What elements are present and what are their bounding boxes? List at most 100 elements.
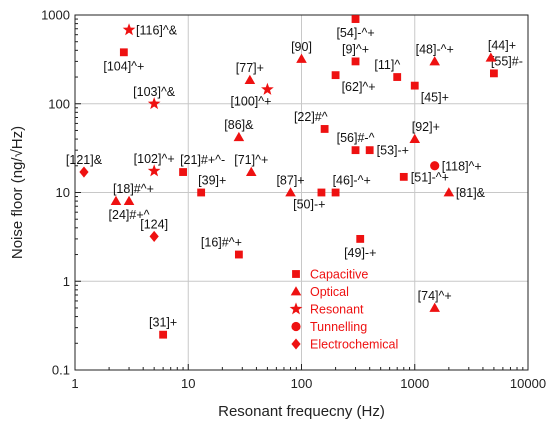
- legend-entry: Tunnelling: [291, 320, 367, 334]
- data-point: [261, 82, 274, 95]
- data-point: [331, 188, 340, 197]
- data-point-label: [56]#-^: [337, 131, 375, 145]
- data-point: [430, 161, 440, 171]
- data-point-label: [44]+: [488, 39, 516, 53]
- legend-marker: [292, 270, 300, 278]
- x-tick-label: 10: [181, 376, 195, 391]
- data-point-label: [18]#^+: [113, 182, 154, 196]
- legend-marker: [290, 286, 302, 296]
- legend-label: Capacitive: [310, 268, 368, 282]
- data-point-label: [92]+: [412, 120, 440, 134]
- legend-label: Resonant: [310, 303, 364, 317]
- series-electrochemical: [121]& [124]: [66, 153, 168, 242]
- data-point-label: [102]^+: [134, 152, 175, 166]
- legend: Capacitive Optical Resonant Tunnelling Elect…: [289, 268, 398, 352]
- data-point: [119, 48, 128, 57]
- legend-label: Tunnelling: [310, 320, 367, 334]
- data-point-label: [87]+: [276, 174, 304, 188]
- data-points: [104]^+ [54]-^+ [9]^+ [62]^+ [11]^ [45]+ [55]#…: [66, 15, 523, 339]
- data-point-label: [16]#^+: [201, 236, 242, 250]
- legend-entry: Optical: [290, 285, 349, 299]
- data-point-label: [54]-^+: [336, 26, 374, 40]
- data-point: [285, 187, 296, 197]
- data-point: [351, 146, 360, 155]
- data-point-label: [124]: [140, 217, 168, 231]
- data-point-label: [24]#+^: [109, 208, 150, 222]
- data-point: [233, 131, 245, 142]
- data-point-label: [9]^+: [342, 42, 369, 56]
- data-point: [485, 52, 497, 62]
- y-tick-label: 1000: [41, 8, 70, 23]
- legend-marker: [291, 321, 301, 332]
- data-point: [79, 166, 89, 178]
- legend-label: Optical: [310, 285, 349, 299]
- data-point-label: [100]^+: [230, 94, 271, 108]
- data-point: [393, 73, 402, 81]
- data-point: [429, 56, 440, 66]
- data-point: [296, 53, 307, 63]
- data-point-label: [39]+: [198, 174, 226, 188]
- y-tick-label: 1: [63, 274, 70, 289]
- data-point: [123, 195, 135, 206]
- data-point: [159, 330, 168, 339]
- data-point: [320, 125, 329, 133]
- legend-marker: [289, 302, 303, 315]
- data-point: [429, 302, 440, 312]
- data-point: [147, 97, 161, 110]
- data-point-label: [90]: [291, 40, 312, 54]
- data-point-label: [116]^&: [136, 23, 178, 37]
- x-axis-title: Resonant frequecny (Hz): [218, 403, 385, 420]
- data-point-label: [48]-^+: [416, 42, 454, 56]
- data-point: [122, 23, 136, 36]
- data-point-label: [77]+: [236, 61, 264, 75]
- x-tick-label: 1000: [400, 376, 429, 391]
- data-point-label: [104]^+: [103, 59, 144, 73]
- data-point: [244, 74, 256, 84]
- data-point-label: [53]-+: [377, 144, 409, 158]
- legend-marker: [291, 338, 301, 350]
- data-point: [179, 168, 187, 176]
- y-axis-title: Noise floor (ng/√Hz): [9, 126, 26, 259]
- data-point: [331, 71, 340, 80]
- data-point-label: [121]&: [66, 153, 103, 167]
- data-point: [245, 166, 257, 176]
- series-capacitive: [104]^+ [54]-^+ [9]^+ [62]^+ [11]^ [45]+ [55]#…: [103, 15, 523, 339]
- data-point-label: [21]#+^-: [180, 153, 225, 167]
- series-resonant: [116]^& [103]^& [100]^+ [102]^+: [122, 23, 274, 177]
- data-point-label: [46]-^+: [333, 174, 371, 188]
- legend-label: Electrochemical: [310, 338, 398, 352]
- x-tick-label: 10000: [510, 376, 546, 391]
- y-tick-label: 0.1: [52, 363, 70, 378]
- x-tick-label: 1: [71, 376, 78, 391]
- legend-entry: Capacitive: [292, 268, 368, 282]
- data-point: [356, 234, 365, 243]
- data-point-label: [103]^&: [133, 85, 176, 99]
- data-point-label: [86]&: [224, 118, 254, 132]
- data-point: [110, 195, 122, 206]
- data-point: [234, 250, 243, 259]
- data-point: [410, 81, 419, 90]
- data-point-label: [118]^+: [442, 159, 482, 173]
- data-point-label: [74]^+: [418, 289, 452, 303]
- legend-entry: Electrochemical: [291, 338, 398, 352]
- data-point: [197, 188, 206, 197]
- series-optical: [77]+ [90] [48]-^+ [44]+ [86]& [92]+ [71]^+ [18…: [109, 39, 516, 312]
- y-tick-label: 100: [48, 96, 70, 111]
- data-point-label: [31]+: [149, 316, 177, 330]
- data-point: [149, 230, 159, 242]
- data-point-label: [49]-+: [344, 246, 376, 260]
- data-point: [351, 15, 360, 23]
- data-point-label: [71]^+: [234, 153, 268, 167]
- data-point: [365, 146, 374, 155]
- data-point: [399, 172, 408, 181]
- data-point: [443, 187, 455, 197]
- data-point-label: [50]-+: [293, 198, 325, 212]
- series-tunnelling: [118]^+: [430, 159, 482, 173]
- data-point: [351, 57, 360, 66]
- data-point-label: [81]&: [456, 186, 486, 200]
- y-tick-label: 10: [56, 185, 70, 200]
- data-point: [147, 164, 161, 177]
- data-point: [317, 188, 326, 197]
